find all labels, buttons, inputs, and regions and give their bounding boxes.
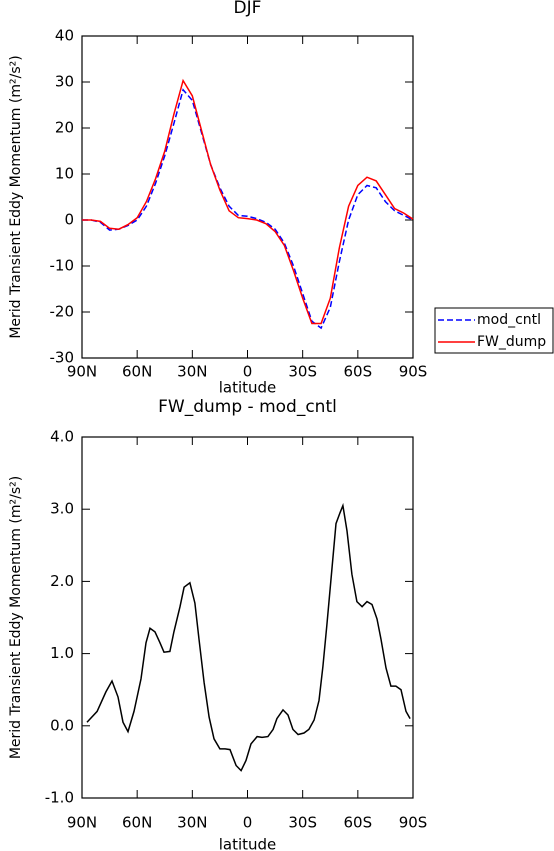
- y-tick-label: 0.0: [50, 716, 74, 734]
- y-tick-label: 30: [55, 73, 74, 91]
- x-tick-label: 90N: [67, 814, 97, 832]
- x-tick-label: 60S: [344, 363, 373, 381]
- plot-frame: [81, 436, 414, 799]
- x-axis-label: latitude: [219, 836, 277, 851]
- y-tick-label: -10: [50, 257, 75, 275]
- x-tick-label: 60S: [344, 814, 373, 832]
- y-tick-label: -1.0: [45, 789, 74, 807]
- x-tick-label: 30N: [177, 814, 207, 832]
- y-axis-label: Merid Transient Eddy Momentum (m²/s²): [8, 476, 24, 759]
- y-tick-label: 0: [64, 211, 74, 229]
- y-tick-label: -30: [50, 349, 75, 367]
- chart-title: DJF: [234, 0, 262, 18]
- plot-frame: [81, 35, 414, 359]
- x-tick-label: 60N: [122, 363, 152, 381]
- y-tick-label: 10: [55, 165, 74, 183]
- x-tick-label: 90N: [67, 363, 97, 381]
- x-tick-label: 90S: [399, 363, 428, 381]
- x-tick-label: 90S: [399, 814, 428, 832]
- legend-label: FW_dump: [477, 334, 546, 350]
- x-tick-label: 30S: [288, 363, 317, 381]
- series-line: [82, 78, 414, 325]
- y-tick-label: 4.0: [50, 428, 74, 446]
- y-tick-label: 20: [55, 119, 74, 137]
- y-tick-label: -20: [50, 303, 75, 321]
- x-tick-label: 30N: [177, 363, 207, 381]
- y-tick-label: 40: [55, 27, 74, 45]
- series-line: [86, 502, 411, 772]
- x-tick-label: 0: [243, 814, 253, 832]
- x-tick-label: 30S: [288, 814, 317, 832]
- x-axis-label: latitude: [219, 379, 277, 397]
- x-tick-label: 0: [243, 363, 253, 381]
- x-tick-label: 60N: [122, 814, 152, 832]
- chart-title: FW_dump - mod_cntl: [158, 397, 337, 417]
- y-tick-label: 2.0: [50, 572, 74, 590]
- legend-label: mod_cntl: [477, 312, 541, 328]
- series-line: [82, 88, 414, 330]
- y-tick-label: 3.0: [50, 500, 74, 518]
- y-tick-label: 1.0: [50, 644, 74, 662]
- y-axis-label: Merid Transient Eddy Momentum (m²/s²): [8, 55, 24, 338]
- legend-box: [434, 307, 554, 354]
